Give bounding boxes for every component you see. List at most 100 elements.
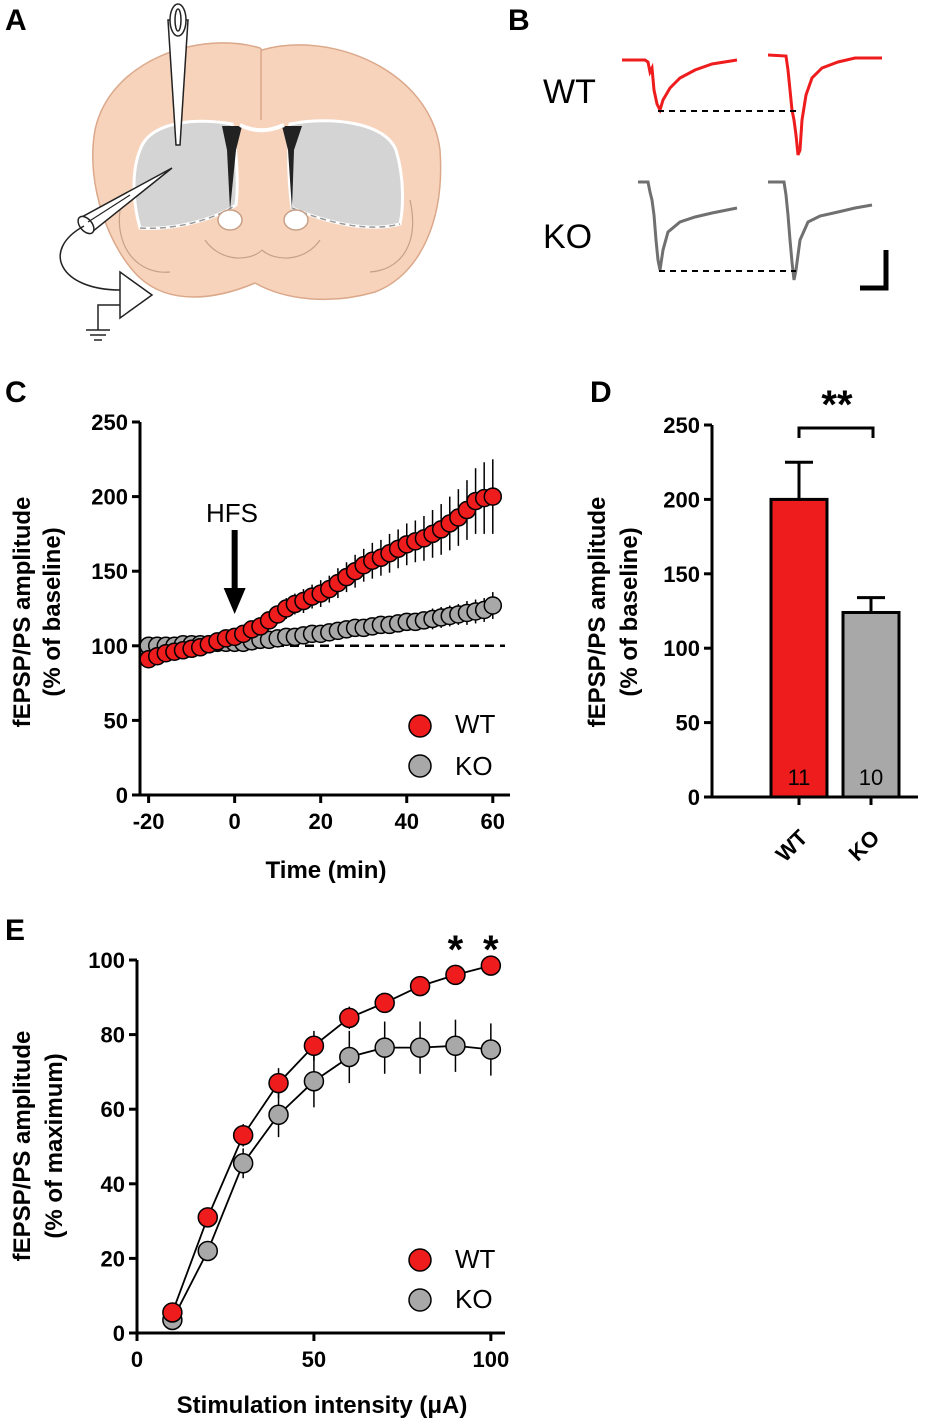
chart-e-significance-mark: * (448, 928, 464, 972)
chart-d-n-label: 11 (788, 765, 811, 790)
trace-label-ko: KO (543, 218, 592, 256)
chart-e-y-tick-label: 60 (101, 1097, 125, 1122)
panel-label-e: E (5, 914, 25, 947)
chart-e-legend-ko-marker (408, 1288, 432, 1312)
chart-d-y-tick-label: 0 (688, 785, 700, 810)
chart-c-y-tick-label: 50 (104, 708, 128, 733)
chart-e-xlabel: Stimulation intensity (μA) (177, 1392, 468, 1419)
chart-e-ko-point (409, 1037, 431, 1058)
chart-e-legend-wt-marker (408, 1248, 432, 1272)
chart-e-y-tick-label: 80 (101, 1023, 125, 1048)
chart-c-wt-point (483, 487, 503, 506)
chart-e-wt-point (374, 992, 395, 1014)
left-ventricle (222, 126, 242, 210)
chart-c-legend-ko-marker (408, 754, 432, 778)
chart-e-ylabel-2: (% of maximum) (41, 1053, 68, 1238)
chart-e-wt-line (171, 964, 492, 1313)
trace-ko-post-hfs (768, 180, 873, 281)
chart-e-y-tick-label: 0 (113, 1321, 125, 1346)
chart-e-ko-line (171, 1044, 491, 1321)
chart-d-bar-ko (841, 610, 901, 799)
panel-label-b: B (508, 4, 530, 37)
right-striatum (287, 119, 405, 229)
input-output-chart: 0 20 40 60 80 100 0 50 100 * * (88, 928, 509, 1372)
stimulating-electrode (167, 3, 189, 146)
chart-d-bar-wt (769, 497, 829, 799)
chart-c-x-tick-label: 20 (308, 809, 332, 834)
chart-c-y-tick-label: 250 (91, 410, 128, 435)
chart-e-y-tick-label: 40 (101, 1172, 125, 1197)
amplifier-icon (119, 270, 154, 320)
chart-c-y-tick-label: 0 (116, 783, 128, 808)
chart-c-ko-point (483, 596, 503, 615)
left-striatum (132, 119, 239, 230)
chart-d-x-tick-label: WT (771, 824, 813, 866)
panel-label-c: C (5, 376, 27, 409)
right-ventricle (282, 126, 302, 210)
chart-e-ko-point (374, 1037, 395, 1058)
chart-d-y-tick-label: 200 (663, 487, 700, 512)
chart-c-x-tick-label: 60 (481, 809, 505, 834)
chart-e-legend-wt: WT (455, 1244, 496, 1274)
chart-e-ko-point (339, 1046, 360, 1068)
chart-e-x-tick-label: 0 (131, 1347, 143, 1372)
chart-d-y-tick-label: 100 (663, 636, 700, 661)
chart-d-ylabel-2: (% of baseline) (616, 527, 643, 696)
trace-wt-post-hfs (767, 53, 882, 156)
hfs-arrow-icon (223, 588, 246, 614)
chart-e-wt-point (445, 964, 466, 986)
chart-c-legend-wt: WT (455, 709, 496, 739)
chart-e-wt-point (480, 955, 502, 976)
chart-e-ko-point (232, 1153, 254, 1174)
chart-d-y-tick-label: 50 (676, 711, 700, 736)
chart-e-wt-point (162, 1302, 183, 1323)
chart-d-significance: ** (821, 383, 853, 427)
chart-e-x-tick-label: 100 (472, 1347, 509, 1372)
chart-c-y-tick-label: 100 (91, 634, 128, 659)
chart-e-ko-point (480, 1039, 502, 1060)
chart-c-legend-ko: KO (455, 751, 493, 781)
chart-c-ylabel-1: fEPSP/PS amplitude (9, 497, 36, 728)
chart-e-ko-point (197, 1240, 219, 1262)
chart-c-x-tick-label: 40 (395, 809, 419, 834)
chart-e-ko-point (303, 1070, 325, 1092)
chart-e-wt-point (303, 1035, 325, 1057)
chart-d-y-tick-label: 150 (663, 562, 700, 587)
ltp-summary-bar-chart: 0 50 100 150 200 250 11 WT 10 KO (663, 413, 918, 867)
chart-e-wt-point (232, 1125, 254, 1146)
chart-d-ylabel-1: fEPSP/PS amplitude (584, 497, 611, 728)
chart-d-x-tick-label: KO (844, 825, 885, 866)
trace-label-wt: WT (543, 73, 596, 111)
recording-electrode (59, 167, 173, 341)
chart-c-y-tick-label: 150 (91, 559, 128, 584)
chart-c-legend-wt-marker (408, 714, 432, 738)
chart-d-y-tick-label: 250 (663, 413, 700, 438)
chart-c-x-tick-label: 0 (229, 809, 241, 834)
chart-c-y-tick-label: 200 (91, 485, 128, 510)
chart-e-ko-point (445, 1035, 466, 1057)
chart-c-x-tick-label: -20 (133, 809, 165, 834)
chart-e-wt-point (409, 975, 431, 997)
brain-slice-schematic (59, 3, 442, 341)
trace-ko-baseline (638, 180, 738, 271)
hfs-annotation: HFS (206, 498, 258, 528)
chart-e-y-tick-label: 100 (88, 948, 125, 973)
scale-bar (860, 250, 889, 291)
chart-d-n-label: 10 (859, 765, 883, 790)
chart-e-wt-point (197, 1207, 219, 1228)
chart-e-wt-point (339, 1007, 360, 1029)
panel-label-a: A (5, 4, 27, 37)
chart-c-ylabel-2: (% of baseline) (39, 527, 66, 696)
panel-label-d: D (590, 376, 612, 409)
chart-e-legend-ko: KO (455, 1284, 493, 1314)
trace-wt-baseline (622, 58, 738, 115)
chart-e-wt-point (268, 1072, 289, 1094)
chart-d-significance-bracket (797, 426, 875, 438)
chart-e-significance-mark: * (483, 928, 499, 972)
chart-e-y-tick-label: 20 (101, 1246, 125, 1271)
chart-e-x-tick-label: 50 (302, 1347, 326, 1372)
chart-e-ylabel-1: fEPSP/PS amplitude (9, 1031, 36, 1262)
chart-c-xlabel: Time (min) (266, 857, 387, 884)
